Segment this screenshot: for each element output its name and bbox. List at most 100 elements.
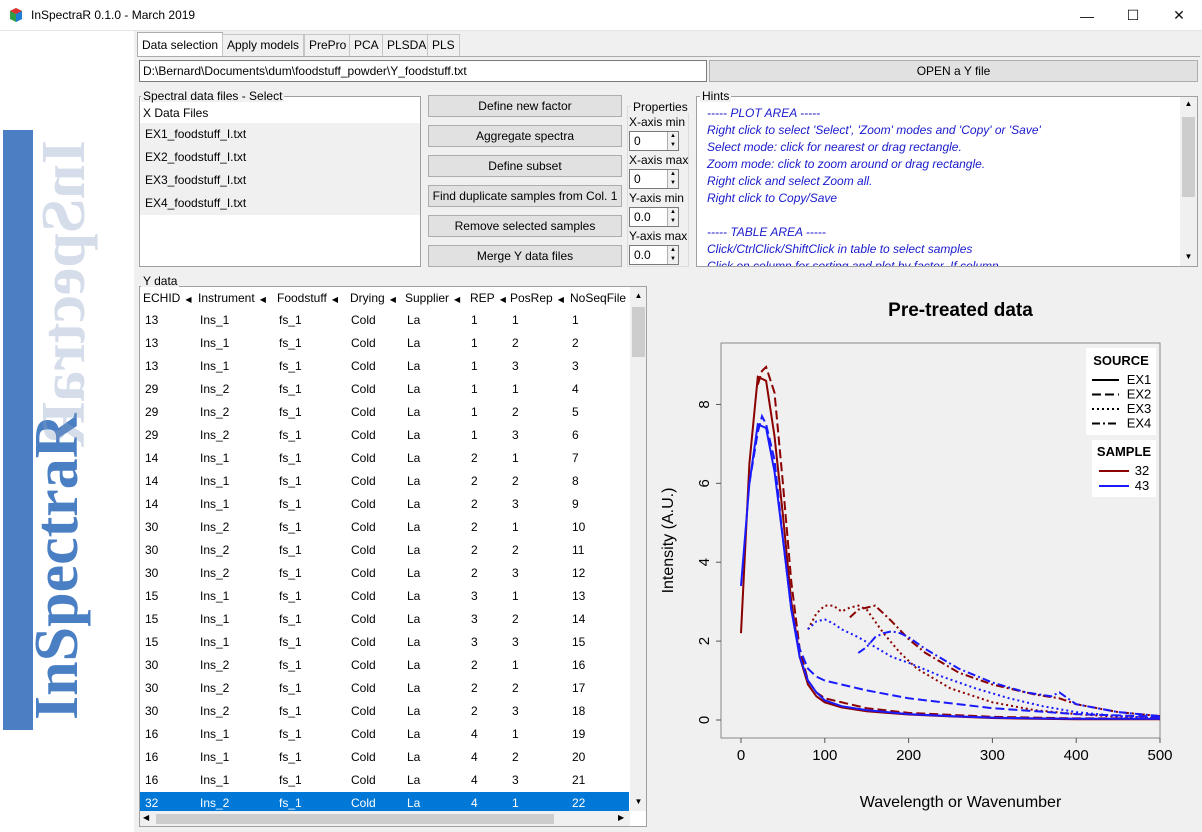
table-row[interactable]: 13 Ins_1 fs_1 Cold La 1 2 2 — [140, 332, 629, 355]
table-row[interactable]: 15 Ins_1 fs_1 Cold La 3 3 15 — [140, 631, 629, 654]
list-item[interactable]: EX1_foodstuff_I.txt — [145, 127, 247, 141]
column-header[interactable]: ECHID ◀ — [143, 287, 192, 309]
tab-pca[interactable]: PCA — [349, 34, 384, 56]
x-axis-max-spinner[interactable]: 0 ▲ ▼ — [629, 169, 679, 189]
spin-up-icon[interactable]: ▲ — [667, 246, 678, 255]
column-header[interactable]: NoSeqFile — [570, 287, 626, 309]
table-row[interactable]: 29 Ins_2 fs_1 Cold La 1 2 5 — [140, 401, 629, 424]
table-row[interactable]: 30 Ins_2 fs_1 Cold La 2 3 12 — [140, 562, 629, 585]
table-row[interactable]: 30 Ins_2 fs_1 Cold La 2 2 17 — [140, 677, 629, 700]
table-row[interactable]: 32 Ins_2 fs_1 Cold La 4 1 22 — [140, 792, 629, 814]
list-item[interactable]: EX3_foodstuff_I.txt — [145, 173, 247, 187]
table-cell: 1 — [471, 428, 478, 442]
table-row[interactable]: 14 Ins_1 fs_1 Cold La 2 3 9 — [140, 493, 629, 516]
table-row[interactable]: 13 Ins_1 fs_1 Cold La 1 3 3 — [140, 355, 629, 378]
table-row[interactable]: 30 Ins_2 fs_1 Cold La 2 3 18 — [140, 700, 629, 723]
plot-area[interactable]: Pre-treated data Wavelength or Wavenumber… — [652, 273, 1198, 826]
table-row[interactable]: 16 Ins_1 fs_1 Cold La 4 1 19 — [140, 723, 629, 746]
source-legend-box — [1086, 348, 1156, 435]
scroll-down-icon[interactable]: ▼ — [634, 797, 643, 806]
list-item[interactable]: EX2_foodstuff_I.txt — [145, 150, 247, 164]
spin-up-icon[interactable]: ▲ — [667, 170, 678, 179]
define-new-factor-button[interactable]: Define new factor — [428, 95, 622, 117]
table-cell: 2 — [512, 336, 519, 350]
tab-apply-models[interactable]: Apply models — [222, 34, 305, 56]
y-axis-min-spinner[interactable]: 0.0 ▲ ▼ — [629, 207, 679, 227]
table-cell: 30 — [145, 543, 159, 557]
aggregate-spectra-button[interactable]: Aggregate spectra — [428, 125, 622, 147]
column-header[interactable]: Drying ◀ — [350, 287, 396, 309]
tab-pls[interactable]: PLS — [427, 34, 460, 56]
table-cell: 1 — [471, 313, 478, 327]
scroll-thumb[interactable] — [1182, 117, 1195, 197]
table-cell: La — [407, 589, 421, 603]
scroll-down-icon[interactable]: ▼ — [1184, 252, 1193, 261]
scroll-thumb[interactable] — [632, 307, 645, 357]
scroll-right-icon[interactable]: ▶ — [618, 813, 625, 822]
y-axis-max-spinner[interactable]: 0.0 ▲ ▼ — [629, 245, 679, 265]
column-header[interactable]: Supplier ◀ — [405, 287, 460, 309]
minimize-button[interactable]: — — [1080, 7, 1094, 24]
table-cell: fs_1 — [279, 382, 302, 396]
scroll-thumb[interactable] — [156, 814, 554, 824]
spin-down-icon[interactable]: ▼ — [667, 217, 678, 226]
series-line-32-ex2 — [756, 365, 1160, 720]
table-row[interactable]: 29 Ins_2 fs_1 Cold La 1 1 4 — [140, 378, 629, 401]
table-body: 13 Ins_1 fs_1 Cold La 1 1 1 13 Ins_1 fs_1 Cold La 1 2 2… — [140, 309, 630, 814]
scroll-up-icon[interactable]: ▲ — [1184, 99, 1193, 108]
close-button[interactable]: ✕ — [1173, 7, 1185, 23]
column-header[interactable]: Instrument ◀ — [198, 287, 266, 309]
open-y-file-button[interactable]: OPEN a Y file — [709, 60, 1198, 82]
spectra-chart[interactable]: Pre-treated data Wavelength or Wavenumber… — [652, 273, 1198, 826]
table-row[interactable]: 15 Ins_1 fs_1 Cold La 3 1 13 — [140, 585, 629, 608]
table-cell: fs_1 — [279, 704, 302, 718]
table-row[interactable]: 30 Ins_2 fs_1 Cold La 2 2 11 — [140, 539, 629, 562]
file-path-field[interactable]: D:\Bernard\Documents\dum\foodstuff_powde… — [139, 60, 707, 82]
scroll-left-icon[interactable]: ◀ — [143, 813, 150, 822]
tab-prepro[interactable]: PrePro — [304, 34, 352, 56]
series-line-43-ex2 — [748, 413, 1161, 718]
list-item[interactable]: EX4_foodstuff_I.txt — [145, 196, 247, 210]
column-header[interactable]: REP ◀ — [470, 287, 506, 309]
table-hscrollbar[interactable]: ◀ ▶ — [140, 811, 630, 826]
table-row[interactable]: 13 Ins_1 fs_1 Cold La 1 1 1 — [140, 309, 629, 332]
table-cell: Cold — [351, 589, 376, 603]
remove-selected-samples-button[interactable]: Remove selected samples — [428, 215, 622, 237]
spin-down-icon[interactable]: ▼ — [667, 141, 678, 150]
table-cell: La — [407, 405, 421, 419]
spin-up-icon[interactable]: ▲ — [667, 208, 678, 217]
spin-down-icon[interactable]: ▼ — [667, 179, 678, 188]
table-row[interactable]: 16 Ins_1 fs_1 Cold La 4 3 21 — [140, 769, 629, 792]
hints-scrollbar[interactable]: ▲ ▼ — [1180, 97, 1197, 266]
window-title: InSpectraR 0.1.0 - March 2019 — [31, 8, 196, 22]
table-vscrollbar[interactable]: ▲ ▼ — [630, 287, 646, 811]
table-row[interactable]: 15 Ins_1 fs_1 Cold La 3 2 14 — [140, 608, 629, 631]
table-row[interactable]: 30 Ins_2 fs_1 Cold La 2 1 10 — [140, 516, 629, 539]
find-duplicates-button[interactable]: Find duplicate samples from Col. 1 — [428, 185, 622, 207]
table-cell: 1 — [512, 520, 519, 534]
table-row[interactable]: 16 Ins_1 fs_1 Cold La 4 2 20 — [140, 746, 629, 769]
scroll-up-icon[interactable]: ▲ — [634, 291, 643, 300]
table-cell: 19 — [572, 727, 586, 741]
table-row[interactable]: 30 Ins_2 fs_1 Cold La 2 1 16 — [140, 654, 629, 677]
spin-down-icon[interactable]: ▼ — [667, 255, 678, 264]
column-header[interactable]: Foodstuff ◀ — [277, 287, 338, 309]
define-subset-button[interactable]: Define subset — [428, 155, 622, 177]
merge-y-data-files-button[interactable]: Merge Y data files — [428, 245, 622, 267]
table-cell: 14 — [145, 497, 159, 511]
hints-panel[interactable]: ----- PLOT AREA ----- Right click to sel… — [696, 96, 1198, 267]
hints-text: ----- PLOT AREA ----- Right click to sel… — [707, 105, 1041, 266]
table-row[interactable]: 29 Ins_2 fs_1 Cold La 1 3 6 — [140, 424, 629, 447]
source-legend-label: EX3 — [1127, 401, 1152, 416]
column-header[interactable]: PosRep ◀ — [510, 287, 564, 309]
y-axis-label: Intensity (A.U.) — [660, 488, 677, 594]
table-row[interactable]: 14 Ins_1 fs_1 Cold La 2 1 7 — [140, 447, 629, 470]
maximize-button[interactable]: ☐ — [1126, 7, 1140, 23]
table-cell: Cold — [351, 474, 376, 488]
x-axis-min-spinner[interactable]: 0 ▲ ▼ — [629, 131, 679, 151]
y-data-table[interactable]: ECHID ◀ Instrument ◀ Foodstuff ◀ Drying ◀ Suppli… — [139, 286, 647, 827]
tab-plsda[interactable]: PLSDA — [382, 34, 432, 56]
spin-up-icon[interactable]: ▲ — [667, 132, 678, 141]
tab-data-selection[interactable]: Data selection — [137, 32, 224, 57]
table-row[interactable]: 14 Ins_1 fs_1 Cold La 2 2 8 — [140, 470, 629, 493]
